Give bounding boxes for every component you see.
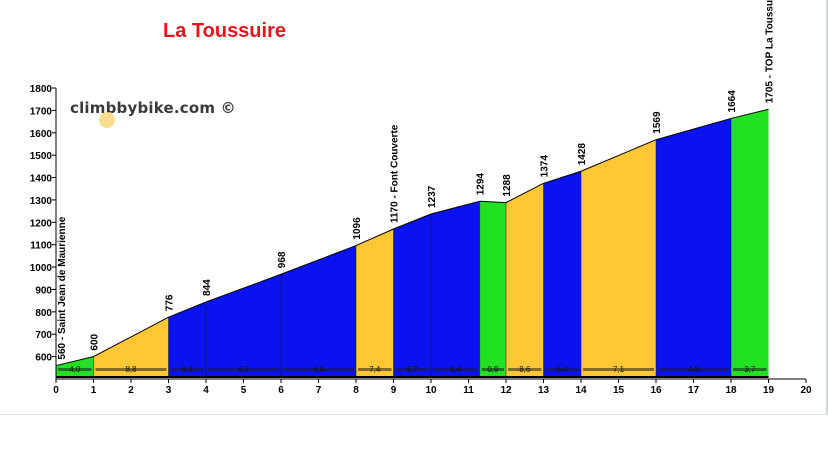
gradient-label: 6,8 — [182, 365, 194, 374]
profile-segment — [281, 245, 356, 376]
profile-segment — [356, 229, 394, 376]
x-tick-label: 19 — [763, 385, 775, 396]
gradient-bar — [433, 368, 478, 371]
elevation-label: 1428 — [577, 143, 588, 166]
profile-segment — [431, 201, 480, 376]
gradient-label: 3,7 — [744, 365, 756, 374]
gradient-label: 7,4 — [369, 365, 381, 374]
profile-segment — [581, 139, 656, 376]
profile-segment — [393, 214, 431, 376]
x-tick-label: 13 — [538, 385, 550, 396]
elevation-label: 844 — [202, 279, 213, 296]
elevation-label: 1237 — [427, 185, 438, 208]
chart-title: La Toussuire — [163, 20, 286, 42]
gradient-bar — [95, 368, 167, 371]
gradient-label: 8,8 — [125, 365, 137, 374]
elevation-label: 1569 — [652, 111, 663, 134]
gradient-label: 0,9 — [487, 365, 499, 374]
gradient-bar — [658, 368, 729, 371]
profile-segment — [93, 317, 169, 376]
elevation-label: 968 — [277, 251, 288, 268]
x-tick-label: 9 — [391, 385, 397, 396]
baseline — [56, 376, 769, 378]
elevation-label: 776 — [165, 294, 176, 311]
gradient-bar — [583, 368, 654, 371]
gradient-label: 6,2 — [238, 365, 250, 374]
elevation-label: 1374 — [540, 155, 551, 178]
y-tick-label: 1400 — [30, 174, 53, 185]
y-tick-label: 600 — [35, 353, 52, 364]
gradient-label: 4,8 — [688, 365, 700, 374]
gradient-label: 8,6 — [519, 365, 531, 374]
y-tick-label: 1800 — [30, 84, 53, 95]
gradient-bar — [283, 368, 354, 371]
elevation-label: 1288 — [502, 174, 513, 197]
frame-bottom — [0, 414, 828, 415]
x-tick-label: 2 — [128, 385, 134, 396]
x-tick-label: 14 — [575, 385, 587, 396]
x-tick-label: 20 — [800, 385, 812, 396]
elevation-label: 1170 - Font Couverte — [390, 124, 401, 223]
elevation-label: 1096 — [352, 217, 363, 240]
cyclist-logo-icon — [99, 112, 115, 128]
y-tick-label: 700 — [35, 330, 52, 341]
y-tick-label: 1600 — [30, 129, 53, 140]
gradient-label: 7,1 — [613, 365, 625, 374]
elevation-label: 1294 — [476, 173, 487, 196]
profile-segment — [479, 201, 506, 376]
profile-segment — [56, 356, 94, 376]
y-tick-label: 1200 — [30, 218, 53, 229]
frame-edge — [826, 0, 828, 415]
x-tick-label: 17 — [688, 385, 700, 396]
y-tick-label: 1700 — [30, 106, 53, 117]
y-tick-label: 1500 — [30, 151, 53, 162]
profile-segment — [506, 183, 544, 376]
elevation-label: 600 — [90, 333, 101, 350]
elevation-label: 1664 — [727, 90, 738, 113]
y-tick-label: 1300 — [30, 196, 53, 207]
gradient-label: 6,4 — [313, 365, 325, 374]
gradient-bar — [508, 368, 542, 371]
y-tick-label: 1100 — [30, 241, 52, 252]
profile-segment — [168, 301, 206, 376]
x-tick-label: 0 — [53, 385, 59, 396]
profile-segment — [543, 171, 581, 376]
profile-segment — [731, 109, 769, 376]
x-tick-label: 10 — [425, 385, 437, 396]
x-tick-label: 8 — [353, 385, 359, 396]
x-tick-label: 7 — [316, 385, 322, 396]
x-tick-label: 6 — [278, 385, 284, 396]
x-tick-label: 16 — [650, 385, 662, 396]
profile-segment — [656, 118, 731, 376]
gradient-bar — [58, 368, 92, 371]
gradient-label: 4,0 — [69, 365, 81, 374]
gradient-bar — [208, 368, 279, 371]
y-tick-label: 900 — [35, 285, 52, 296]
gradient-bar — [395, 368, 429, 371]
x-tick-label: 5 — [241, 385, 247, 396]
gradient-label: 4,4 — [450, 365, 462, 374]
gradient-label: 6,7 — [407, 365, 419, 374]
elevation-label: 1705 - TOP La Toussuire — [765, 0, 776, 103]
x-tick-label: 12 — [500, 385, 512, 396]
y-tick-label: 800 — [35, 308, 52, 319]
x-tick-label: 15 — [613, 385, 625, 396]
gradient-bar — [733, 368, 767, 371]
gradient-bar — [545, 368, 579, 371]
gradient-bar — [481, 368, 504, 371]
x-tick-label: 11 — [463, 385, 474, 396]
x-tick-label: 3 — [166, 385, 172, 396]
gradient-label: 5,4 — [557, 365, 569, 374]
x-tick-label: 1 — [91, 385, 97, 396]
profile-segment — [206, 274, 281, 376]
x-tick-label: 18 — [725, 385, 737, 396]
gradient-bar — [358, 368, 392, 371]
gradient-bar — [170, 368, 204, 371]
elevation-label: 560 - Saint Jean de Maurienne — [57, 216, 68, 359]
y-tick-label: 1000 — [30, 263, 53, 274]
x-tick-label: 4 — [203, 385, 209, 396]
